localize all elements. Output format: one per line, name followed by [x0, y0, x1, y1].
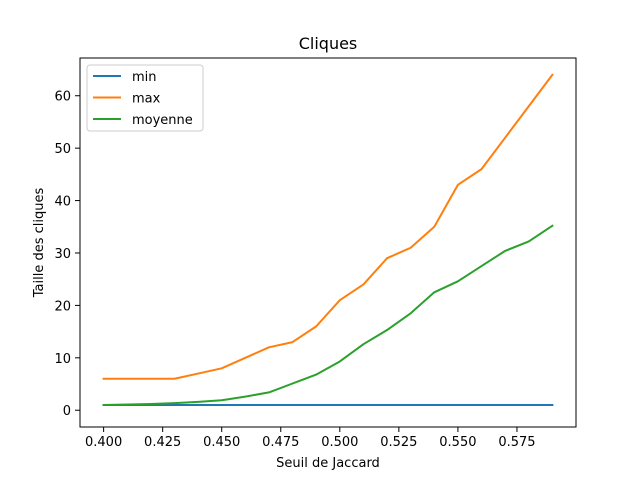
- y-tick-label: 40: [54, 195, 71, 210]
- y-tick-label: 60: [54, 90, 71, 105]
- x-tick-label: 0.550: [439, 435, 476, 450]
- x-tick-label: 0.425: [144, 435, 181, 450]
- legend-label-max: max: [132, 92, 161, 107]
- y-tick-label: 0: [63, 404, 71, 419]
- y-tick-label: 10: [54, 352, 71, 367]
- x-tick-label: 0.450: [203, 435, 240, 450]
- legend-box: [86, 64, 204, 132]
- x-tick-label: 0.475: [262, 435, 299, 450]
- x-tick-label: 0.525: [380, 435, 417, 450]
- y-axis-title: Taille des cliques: [32, 188, 47, 299]
- ticks-layer: 0.400 0.425 0.450 0.475 0.500 0.525 0.550 0.575…: [54, 90, 535, 450]
- legend: min max moyenne: [86, 64, 204, 132]
- y-tick-label: 50: [54, 142, 71, 157]
- x-tick-label: 0.500: [321, 435, 358, 450]
- x-tick-label: 0.575: [498, 435, 535, 450]
- series-line-moyenne: [102, 224, 554, 407]
- plot-frame: [79, 57, 577, 428]
- legend-label-moyenne: moyenne: [132, 113, 193, 128]
- x-axis-title: Seuil de Jaccard: [276, 456, 380, 471]
- series-line-max: [102, 73, 554, 380]
- chart-title: Cliques: [299, 34, 358, 53]
- series-layer: [102, 73, 554, 407]
- legend-label-min: min: [132, 70, 157, 85]
- y-tick-label: 30: [54, 247, 71, 262]
- x-tick-label: 0.400: [85, 435, 122, 450]
- y-tick-label: 20: [54, 299, 71, 314]
